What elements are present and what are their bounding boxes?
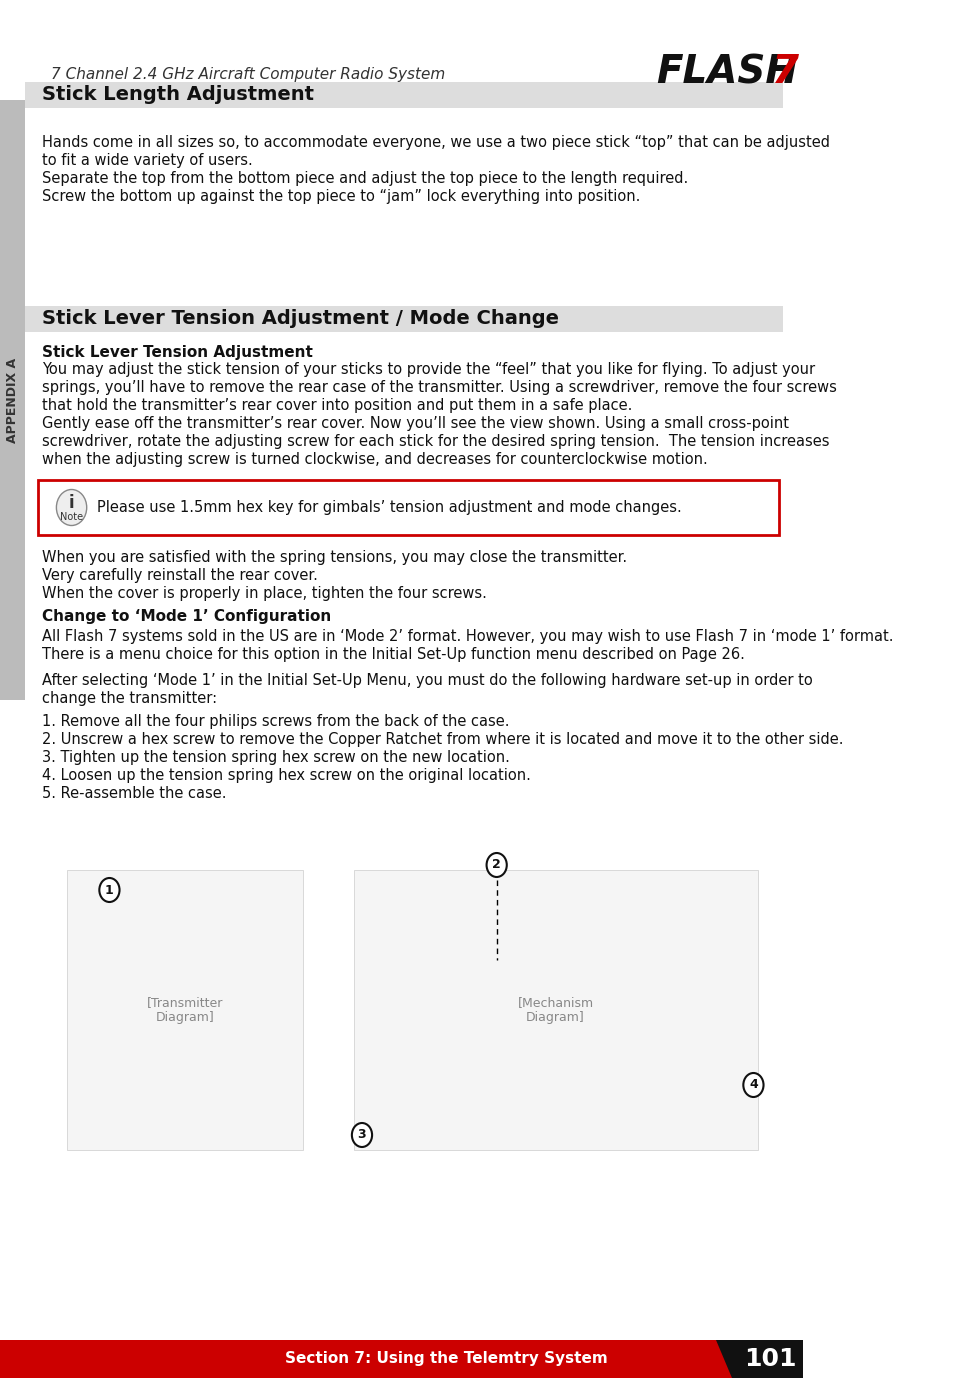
Text: 2. Unscrew a hex screw to remove the Copper Ratchet from where it is located and: 2. Unscrew a hex screw to remove the Cop… xyxy=(42,732,842,747)
Text: 3: 3 xyxy=(357,1128,366,1142)
Text: 4. Loosen up the tension spring hex screw on the original location.: 4. Loosen up the tension spring hex scre… xyxy=(42,768,531,783)
Text: You may adjust the stick tension of your sticks to provide the “feel” that you l: You may adjust the stick tension of your… xyxy=(42,363,815,376)
Text: screwdriver, rotate the adjusting screw for each stick for the desired spring te: screwdriver, rotate the adjusting screw … xyxy=(42,434,829,450)
FancyBboxPatch shape xyxy=(38,81,761,88)
FancyBboxPatch shape xyxy=(25,81,782,108)
Text: Change to ‘Mode 1’ Configuration: Change to ‘Mode 1’ Configuration xyxy=(42,610,331,625)
Circle shape xyxy=(99,878,119,902)
Text: Note: Note xyxy=(60,513,83,523)
Text: Hands come in all sizes so, to accommodate everyone, we use a two piece stick “t: Hands come in all sizes so, to accommoda… xyxy=(42,135,829,150)
Text: springs, you’ll have to remove the rear case of the transmitter. Using a screwdr: springs, you’ll have to remove the rear … xyxy=(42,381,836,394)
Text: [Transmitter
Diagram]: [Transmitter Diagram] xyxy=(147,996,223,1025)
Text: Section 7: Using the Telemtry System: Section 7: Using the Telemtry System xyxy=(285,1351,607,1367)
FancyBboxPatch shape xyxy=(38,480,778,535)
Circle shape xyxy=(486,854,506,877)
Text: Please use 1.5mm hex key for gimbals’ tension adjustment and mode changes.: Please use 1.5mm hex key for gimbals’ te… xyxy=(96,501,680,514)
Text: 7: 7 xyxy=(771,52,798,91)
FancyBboxPatch shape xyxy=(25,306,782,332)
Polygon shape xyxy=(732,81,790,88)
Text: Very carefully reinstall the rear cover.: Very carefully reinstall the rear cover. xyxy=(42,568,317,583)
Text: that hold the transmitter’s rear cover into position and put them in a safe plac: that hold the transmitter’s rear cover i… xyxy=(42,399,632,412)
Text: FLASH: FLASH xyxy=(656,52,798,91)
FancyBboxPatch shape xyxy=(354,870,757,1150)
Text: 5. Re-assemble the case.: 5. Re-assemble the case. xyxy=(42,786,227,801)
FancyBboxPatch shape xyxy=(0,1340,802,1378)
Circle shape xyxy=(56,490,87,525)
Text: [Mechanism
Diagram]: [Mechanism Diagram] xyxy=(517,996,593,1025)
Text: There is a menu choice for this option in the Initial Set-Up function menu descr: There is a menu choice for this option i… xyxy=(42,647,744,662)
Text: change the transmitter:: change the transmitter: xyxy=(42,691,217,706)
Text: Separate the top from the bottom piece and adjust the top piece to the length re: Separate the top from the bottom piece a… xyxy=(42,171,688,186)
Text: 1: 1 xyxy=(105,884,113,896)
Text: Gently ease off the transmitter’s rear cover. Now you’ll see the view shown. Usi: Gently ease off the transmitter’s rear c… xyxy=(42,416,788,432)
Text: When the cover is properly in place, tighten the four screws.: When the cover is properly in place, tig… xyxy=(42,586,486,601)
Text: APPENDIX A: APPENDIX A xyxy=(6,357,19,443)
Text: 2: 2 xyxy=(492,859,500,872)
Text: when the adjusting screw is turned clockwise, and decreases for counterclockwise: when the adjusting screw is turned clock… xyxy=(42,452,707,467)
Circle shape xyxy=(352,1123,372,1147)
Text: i: i xyxy=(69,494,74,512)
Text: 1. Remove all the four philips screws from the back of the case.: 1. Remove all the four philips screws fr… xyxy=(42,714,509,729)
Text: 4: 4 xyxy=(748,1078,757,1092)
Text: to fit a wide variety of users.: to fit a wide variety of users. xyxy=(42,153,253,168)
Text: Stick Length Adjustment: Stick Length Adjustment xyxy=(42,85,314,105)
Text: When you are satisfied with the spring tensions, you may close the transmitter.: When you are satisfied with the spring t… xyxy=(42,550,626,565)
Circle shape xyxy=(742,1073,762,1098)
Text: 101: 101 xyxy=(743,1347,796,1371)
Text: Screw the bottom up against the top piece to “jam” lock everything into position: Screw the bottom up against the top piec… xyxy=(42,189,639,204)
Text: 3. Tighten up the tension spring hex screw on the new location.: 3. Tighten up the tension spring hex scr… xyxy=(42,750,510,765)
FancyBboxPatch shape xyxy=(68,870,303,1150)
Text: All Flash 7 systems sold in the US are in ‘Mode 2’ format. However, you may wish: All Flash 7 systems sold in the US are i… xyxy=(42,629,893,644)
Text: 7 Channel 2.4 GHz Aircraft Computer Radio System: 7 Channel 2.4 GHz Aircraft Computer Radi… xyxy=(51,68,444,83)
Polygon shape xyxy=(761,81,790,88)
Text: After selecting ‘Mode 1’ in the Initial Set-Up Menu, you must do the following h: After selecting ‘Mode 1’ in the Initial … xyxy=(42,673,812,688)
Text: Stick Lever Tension Adjustment: Stick Lever Tension Adjustment xyxy=(42,345,313,360)
Polygon shape xyxy=(715,1340,802,1378)
Text: Stick Lever Tension Adjustment / Mode Change: Stick Lever Tension Adjustment / Mode Ch… xyxy=(42,309,558,328)
FancyBboxPatch shape xyxy=(0,101,25,701)
